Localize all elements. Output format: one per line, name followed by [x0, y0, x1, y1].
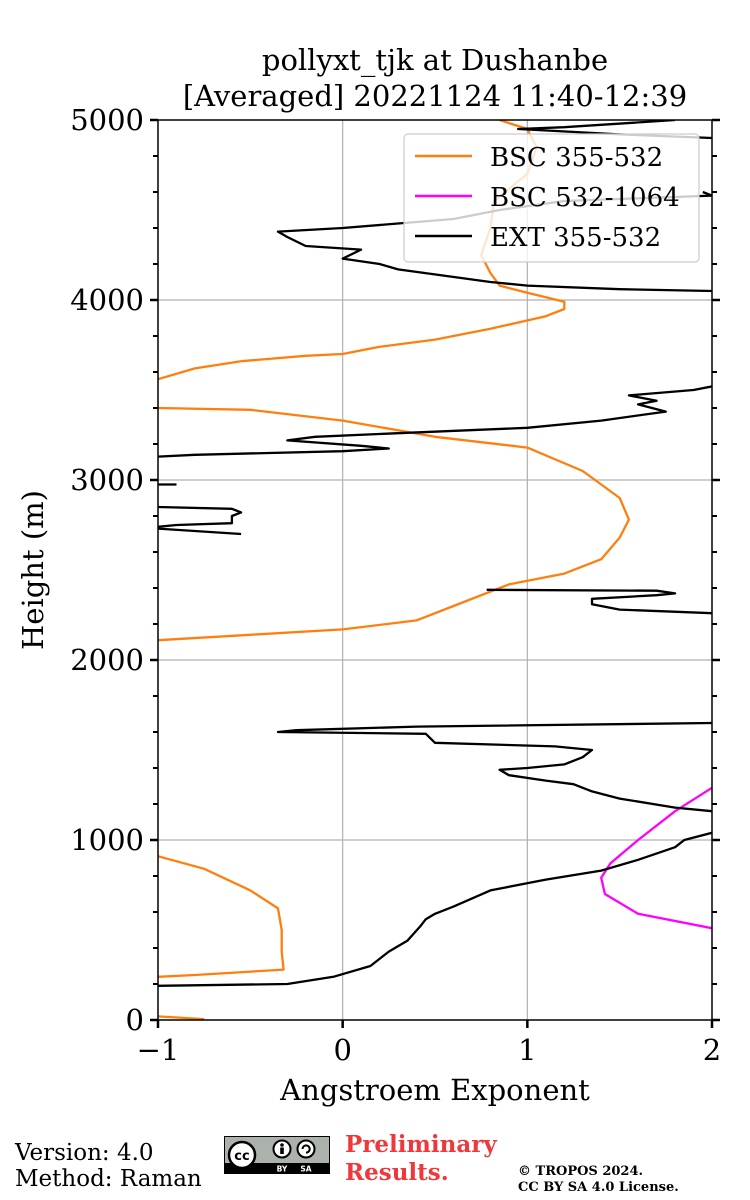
preliminary-results-note: Preliminary Results.	[345, 1131, 497, 1187]
data-lines	[158, 120, 712, 1020]
copyright-line-2: CC BY SA 4.0 License.	[518, 1180, 679, 1195]
cc-by-sa-license-icon: cc BY SA	[224, 1136, 330, 1174]
y-axis-label: Height (m)	[16, 490, 50, 650]
x-tick-label: 1	[518, 1033, 536, 1067]
series-line-bsc-355-532-2100-3400-m	[158, 406, 631, 642]
legend-label: EXT 355-532	[490, 223, 661, 253]
series-line-bsc-355-532-near-ground	[158, 1015, 205, 1020]
cc-mark: cc	[234, 1149, 249, 1164]
method-text: Method: Raman	[15, 1166, 202, 1192]
copyright-note: © TROPOS 2024. CC BY SA 4.0 License.	[518, 1164, 679, 1196]
series-line-ext-355-532	[158, 831, 712, 987]
y-tick-label: 1000	[70, 823, 144, 857]
legend: BSC 355-532 BSC 532-1064 EXT 355-532	[403, 133, 700, 263]
x-tick-label: −1	[137, 1033, 180, 1067]
x-tick-label: 0	[333, 1033, 351, 1067]
chart-subtitle: [Averaged] 20221124 11:40-12:39	[183, 79, 687, 113]
series-line-bsc-355-532-0-920-m	[158, 855, 285, 978]
plot-frame	[157, 119, 713, 1021]
preliminary-line-2: Results.	[345, 1159, 449, 1186]
series-line-ext-355-532-2700-2860-m	[158, 505, 243, 528]
series-group	[158, 120, 712, 1020]
x-tick-label: 2	[703, 1033, 721, 1067]
version-text: Version: 4.0	[15, 1140, 154, 1166]
x-axis-label: Angstroem Exponent	[279, 1073, 590, 1107]
copyright-line-1: © TROPOS 2024.	[518, 1164, 644, 1179]
series-line-bsc-532-1064	[600, 786, 712, 930]
sa-label: SA	[300, 1165, 311, 1174]
legend-label: BSC 532-1064	[490, 183, 680, 213]
series-line-ext-355-532-2260-2390-m	[486, 588, 712, 615]
series-line-ext-355-532-2700-2730-m	[158, 527, 242, 536]
chart-title: pollyxt_tjk at Dushanbe	[262, 43, 608, 78]
legend-box	[403, 133, 700, 263]
series-line-ext-355-532-1160-1650-m	[276, 721, 712, 813]
grid	[158, 120, 712, 1020]
y-tick-label: 5000	[70, 103, 144, 137]
y-tick-label: 4000	[70, 283, 144, 317]
legend-label: BSC 355-532	[490, 143, 663, 173]
series-line-ext-355-532-3130-3520-m	[158, 385, 712, 458]
by-label: BY	[277, 1165, 288, 1174]
y-tick-label: 3000	[70, 463, 144, 497]
preliminary-line-1: Preliminary	[345, 1131, 497, 1158]
y-tick-label: 0	[126, 1003, 144, 1037]
y-tick-label: 2000	[70, 643, 144, 677]
